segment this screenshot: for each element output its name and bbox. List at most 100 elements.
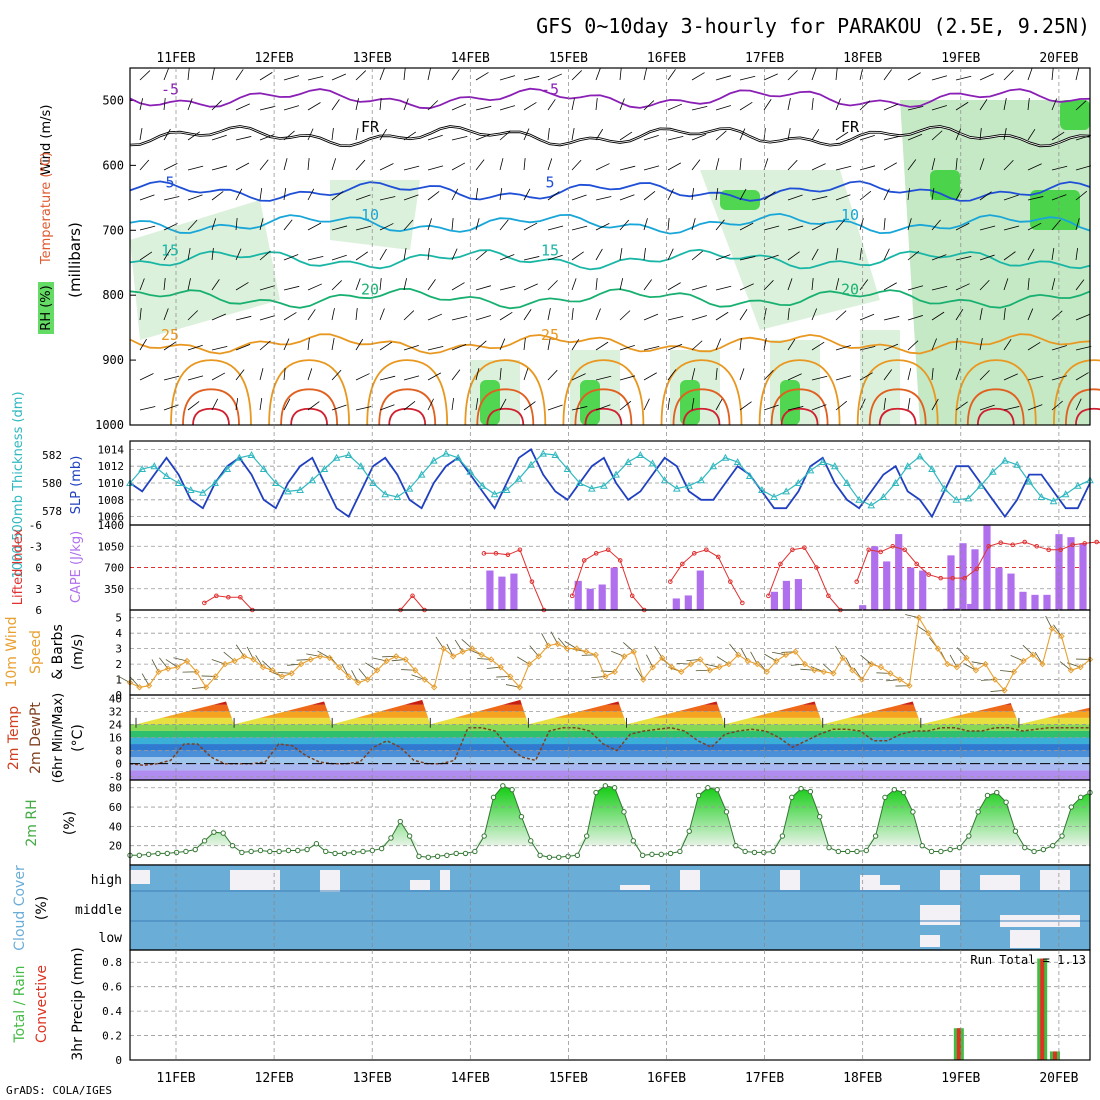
wind-barb	[163, 248, 171, 261]
wind-barb	[547, 73, 562, 81]
li-point	[902, 547, 908, 553]
wind-barb	[211, 100, 222, 111]
wind-barb	[835, 278, 840, 291]
wind-barb	[811, 196, 828, 201]
wind-barb	[931, 311, 945, 321]
wind-barb	[547, 99, 556, 111]
wind-barb	[763, 73, 778, 81]
rh-axis-label: 2m RH	[24, 799, 40, 846]
wind-barb	[427, 134, 443, 141]
wind-barb	[475, 134, 491, 141]
wind-barb	[211, 68, 215, 81]
li-point	[854, 579, 860, 584]
li-tick-label: -6	[29, 519, 42, 532]
wind-barb	[139, 159, 150, 171]
li-point	[802, 545, 807, 550]
cape-bar	[510, 573, 518, 610]
wind-barb	[979, 225, 996, 231]
wind-barb	[331, 369, 342, 381]
wind-barb	[571, 98, 575, 111]
wind-barb	[691, 105, 708, 111]
wind-barb	[331, 308, 335, 321]
wind-barb	[1051, 248, 1055, 261]
wind-barb	[139, 70, 151, 81]
wind-barb	[211, 218, 217, 231]
wind-barb	[307, 337, 310, 351]
temp-contour	[129, 333, 1091, 355]
top-date-axis: 11FEB 12FEB 13FEB 14FEB 15FEB 16FEB 17FEB 18FEB…	[156, 51, 1078, 66]
wind-barb	[979, 338, 983, 351]
wind-barb	[427, 100, 439, 111]
wind-barb	[451, 282, 465, 291]
rh-point	[388, 835, 394, 841]
wind-barb	[523, 128, 530, 141]
temp-contour-label: -5	[161, 81, 179, 99]
wind-barb	[259, 188, 263, 201]
wind-barb	[475, 218, 480, 231]
li-point	[716, 554, 721, 560]
wind-barb	[139, 225, 156, 231]
wind-barb	[451, 188, 459, 201]
wind-speed-point	[212, 673, 219, 680]
wind-barb	[571, 406, 588, 411]
wind-barb	[787, 98, 791, 111]
wind-barb	[787, 225, 804, 231]
thickness-point	[964, 494, 973, 502]
li-point	[569, 593, 575, 599]
wind-barb	[259, 72, 273, 81]
wind-barb	[1027, 404, 1043, 411]
wind-barb	[811, 128, 820, 141]
pressure-tick-label: 500	[102, 93, 124, 107]
rh-legend-swatch	[38, 282, 54, 334]
rh-point	[341, 850, 348, 857]
wind-speed-point	[535, 653, 542, 660]
thickness-point	[259, 464, 268, 472]
cape-bar	[598, 584, 606, 610]
wind-barb	[187, 98, 193, 111]
wind-barb	[187, 375, 204, 381]
date-tick-label: 13FEB	[353, 1071, 392, 1086]
wind-barb	[667, 217, 670, 231]
wind-barb	[739, 368, 745, 381]
thickness-point	[916, 452, 924, 460]
wind-barb	[739, 283, 754, 291]
wind-speed-point	[706, 667, 714, 674]
li-point	[986, 543, 992, 549]
rh-point	[910, 809, 916, 815]
wind-barb	[739, 188, 747, 201]
wind-barb	[139, 338, 147, 351]
wind-speed-point	[906, 682, 913, 689]
thickness-point	[1025, 477, 1034, 485]
wind-barb	[715, 158, 720, 171]
wind-barb	[1027, 222, 1042, 231]
rh-point	[332, 850, 338, 857]
warm-dome-contour	[574, 388, 633, 426]
cape-bar	[782, 580, 791, 610]
temp-contour-label: 20	[841, 280, 859, 298]
li-point	[814, 565, 819, 570]
rh-point	[817, 814, 823, 820]
wind-barb	[1053, 624, 1062, 637]
wind-barb	[451, 343, 467, 351]
rh-point	[947, 846, 953, 853]
rh-point	[546, 854, 553, 860]
wind-speed-point	[963, 654, 970, 662]
precip-legend-convective: Convective	[34, 965, 50, 1043]
rh-point	[1022, 844, 1028, 851]
wind-barb	[1075, 165, 1092, 171]
wind-barb	[403, 344, 419, 351]
wind-speed-point	[145, 682, 153, 689]
wind-speed-point	[735, 651, 742, 659]
wind-barb	[619, 248, 623, 261]
rh-point	[649, 851, 655, 858]
wind-tick-label: 4	[115, 627, 122, 640]
wind-barb	[499, 130, 511, 141]
rh-point	[667, 850, 674, 857]
thickness-point	[150, 462, 159, 470]
wind-barb	[139, 406, 156, 411]
wind-barb	[955, 75, 972, 81]
wind-speed-point	[183, 657, 191, 665]
wind-barb	[1075, 68, 1080, 81]
thickness-tick-label: 580	[42, 477, 62, 490]
wind-barb	[667, 162, 682, 171]
